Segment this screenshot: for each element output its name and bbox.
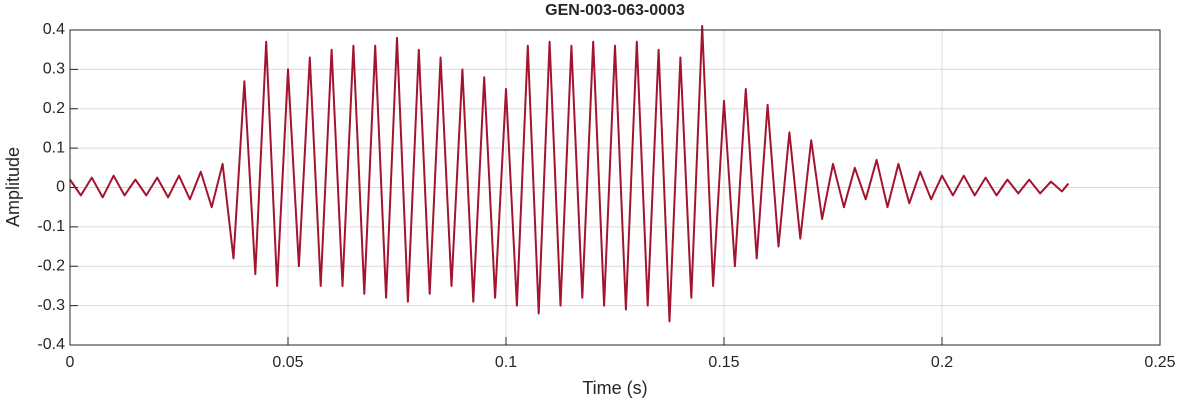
x-tick-label: 0.1 <box>495 354 517 371</box>
y-tick-label: 0.1 <box>43 139 65 156</box>
y-tick-label: 0.4 <box>43 21 65 38</box>
waveform-line <box>69 25 1070 323</box>
x-axis-label: Time (s) <box>582 378 647 398</box>
x-tick-label: 0.2 <box>931 354 953 371</box>
x-tick-label: 0.05 <box>272 354 303 371</box>
chart-title: GEN-003-063-0003 <box>545 2 685 19</box>
y-tick-label: 0.3 <box>43 61 65 78</box>
y-tick-label: -0.2 <box>37 257 65 274</box>
y-axis-label: Amplitude <box>3 147 23 227</box>
x-tick-label: 0.25 <box>1144 354 1175 371</box>
y-tick-label: -0.1 <box>37 218 65 235</box>
x-tick-label: 0.15 <box>708 354 739 371</box>
plot-frame <box>69 29 1161 346</box>
y-tick-label: 0.2 <box>43 100 65 117</box>
y-tick-label: -0.4 <box>37 336 65 353</box>
y-tick-label: 0 <box>56 179 65 196</box>
x-tick-label: 0 <box>66 354 75 371</box>
y-tick-label: -0.3 <box>37 297 65 314</box>
